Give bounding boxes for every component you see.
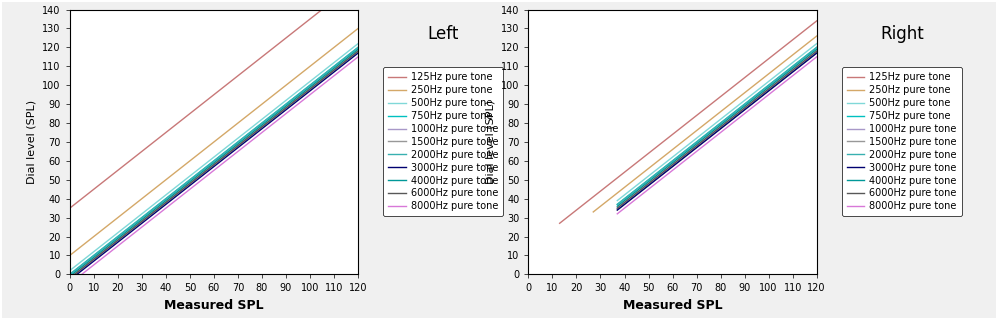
Text: Right: Right — [880, 26, 924, 43]
Text: Left: Left — [428, 26, 459, 43]
Legend: 125Hz pure tone, 250Hz pure tone, 500Hz pure tone, 750Hz pure tone, 1000Hz pure : 125Hz pure tone, 250Hz pure tone, 500Hz … — [842, 67, 962, 216]
Y-axis label: Dial level (SPL): Dial level (SPL) — [27, 100, 37, 184]
X-axis label: Measured SPL: Measured SPL — [165, 299, 264, 312]
Legend: 125Hz pure tone, 250Hz pure tone, 500Hz pure tone, 750Hz pure tone, 1000Hz pure : 125Hz pure tone, 250Hz pure tone, 500Hz … — [384, 67, 503, 216]
Y-axis label: Dial level (SPL): Dial level (SPL) — [486, 100, 496, 184]
X-axis label: Measured SPL: Measured SPL — [623, 299, 723, 312]
